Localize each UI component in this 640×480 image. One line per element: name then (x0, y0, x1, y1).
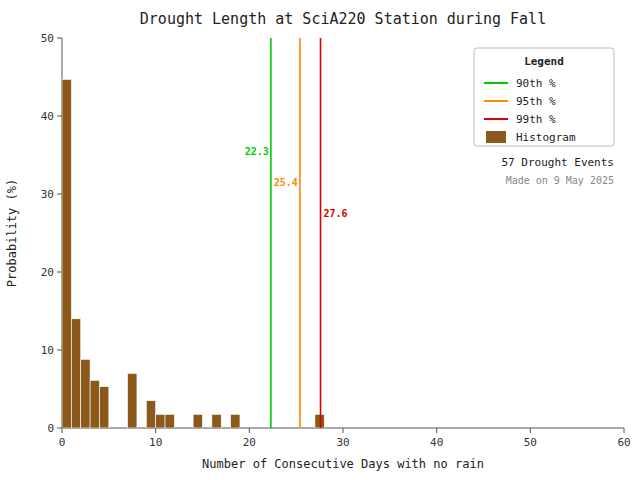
x-tick-label: 20 (243, 436, 256, 449)
histogram-bar (118, 428, 127, 429)
y-tick (57, 38, 62, 39)
histogram-bar (184, 428, 193, 429)
annotation: Made on 9 May 2025 (506, 175, 614, 186)
histogram-bar (240, 428, 249, 429)
x-tick (249, 428, 250, 433)
histogram-bar (165, 414, 174, 428)
y-tick-label: 0 (47, 422, 54, 435)
histogram-bar (203, 428, 212, 429)
percentile-labels: 22.3 25.4 27.6 (245, 146, 348, 219)
histogram-bar (174, 428, 183, 429)
histogram-bar (156, 414, 165, 428)
plot-area (62, 38, 324, 428)
histogram-bar (212, 414, 221, 428)
y-tick (57, 194, 62, 195)
histogram-bar (99, 387, 108, 428)
y-tick-label: 10 (41, 344, 54, 357)
title: Drought Length at SciA220 Station during… (140, 10, 546, 28)
histogram-bar (137, 428, 146, 429)
chart: Drought Length at SciA220 Station during… (0, 0, 640, 480)
y-tick-label: 40 (41, 110, 54, 123)
histogram-bar (231, 414, 240, 428)
y-tick-label: 30 (41, 188, 54, 201)
histogram-bar (62, 79, 71, 428)
legend-title: Legend (524, 55, 564, 68)
legend-swatch (484, 100, 508, 102)
y-tick-label: 50 (41, 32, 54, 45)
x-axis-label: Number of Consecutive Days with no rain (202, 457, 484, 471)
x-tick (624, 428, 625, 433)
axes: 0 10 20 30 40 50 60 0 10 20 30 40 50 (41, 32, 631, 449)
x-tick-label: 0 (59, 436, 66, 449)
x-tick (530, 428, 531, 433)
histogram-bar (277, 428, 286, 429)
x-tick-label: 30 (336, 436, 349, 449)
histogram-bar (71, 319, 80, 428)
percentile-line (320, 38, 322, 428)
histogram-bar (109, 428, 118, 429)
legend-swatch (486, 131, 506, 143)
legend-entry: Histogram (516, 131, 576, 144)
x-tick (62, 428, 63, 433)
histogram-bar (306, 428, 315, 429)
legend-box (474, 48, 614, 146)
x-tick-label: 50 (524, 436, 537, 449)
histogram-bar (249, 428, 258, 429)
histogram-bar (287, 428, 296, 429)
histogram-bar (128, 373, 137, 428)
histogram-bar (268, 428, 277, 429)
y-tick (57, 272, 62, 273)
histogram-bar (259, 428, 268, 429)
histogram-bar (90, 380, 99, 428)
y-tick (57, 428, 62, 429)
legend-entry: 95th % (516, 95, 556, 108)
x-tick-label: 40 (430, 436, 443, 449)
histogram-bar (81, 359, 90, 428)
x-tick (155, 428, 156, 433)
x-tick (343, 428, 344, 433)
x-tick (436, 428, 437, 433)
x-tick-label: 10 (149, 436, 162, 449)
y-axis-label: Probability (%) (5, 179, 19, 287)
histogram-bar (324, 428, 333, 429)
y-tick (57, 116, 62, 117)
histogram-bar (193, 414, 202, 428)
percentile-line (270, 38, 272, 428)
histogram-bar (334, 428, 343, 429)
legend-swatch (484, 82, 508, 84)
histogram-bar (296, 428, 305, 429)
percentile-label: 25.4 (274, 177, 298, 188)
legend: Legend 90th % 95th % 99th % Histogram (474, 48, 614, 146)
percentile-label: 22.3 (245, 146, 269, 157)
y-tick-label: 20 (41, 266, 54, 279)
x-tick-label: 60 (617, 436, 630, 449)
histogram-bar (221, 428, 230, 429)
legend-entry: 90th % (516, 77, 556, 90)
annotations: 57 Drought Events Made on 9 May 2025 (501, 156, 614, 186)
percentile-label: 27.6 (324, 208, 348, 219)
histogram-bar (315, 414, 324, 428)
y-tick (57, 350, 62, 351)
annotation: 57 Drought Events (501, 156, 614, 169)
legend-swatch (484, 118, 508, 120)
percentile-line (299, 38, 301, 428)
legend-entry: 99th % (516, 113, 556, 126)
histogram-bar (146, 401, 155, 428)
